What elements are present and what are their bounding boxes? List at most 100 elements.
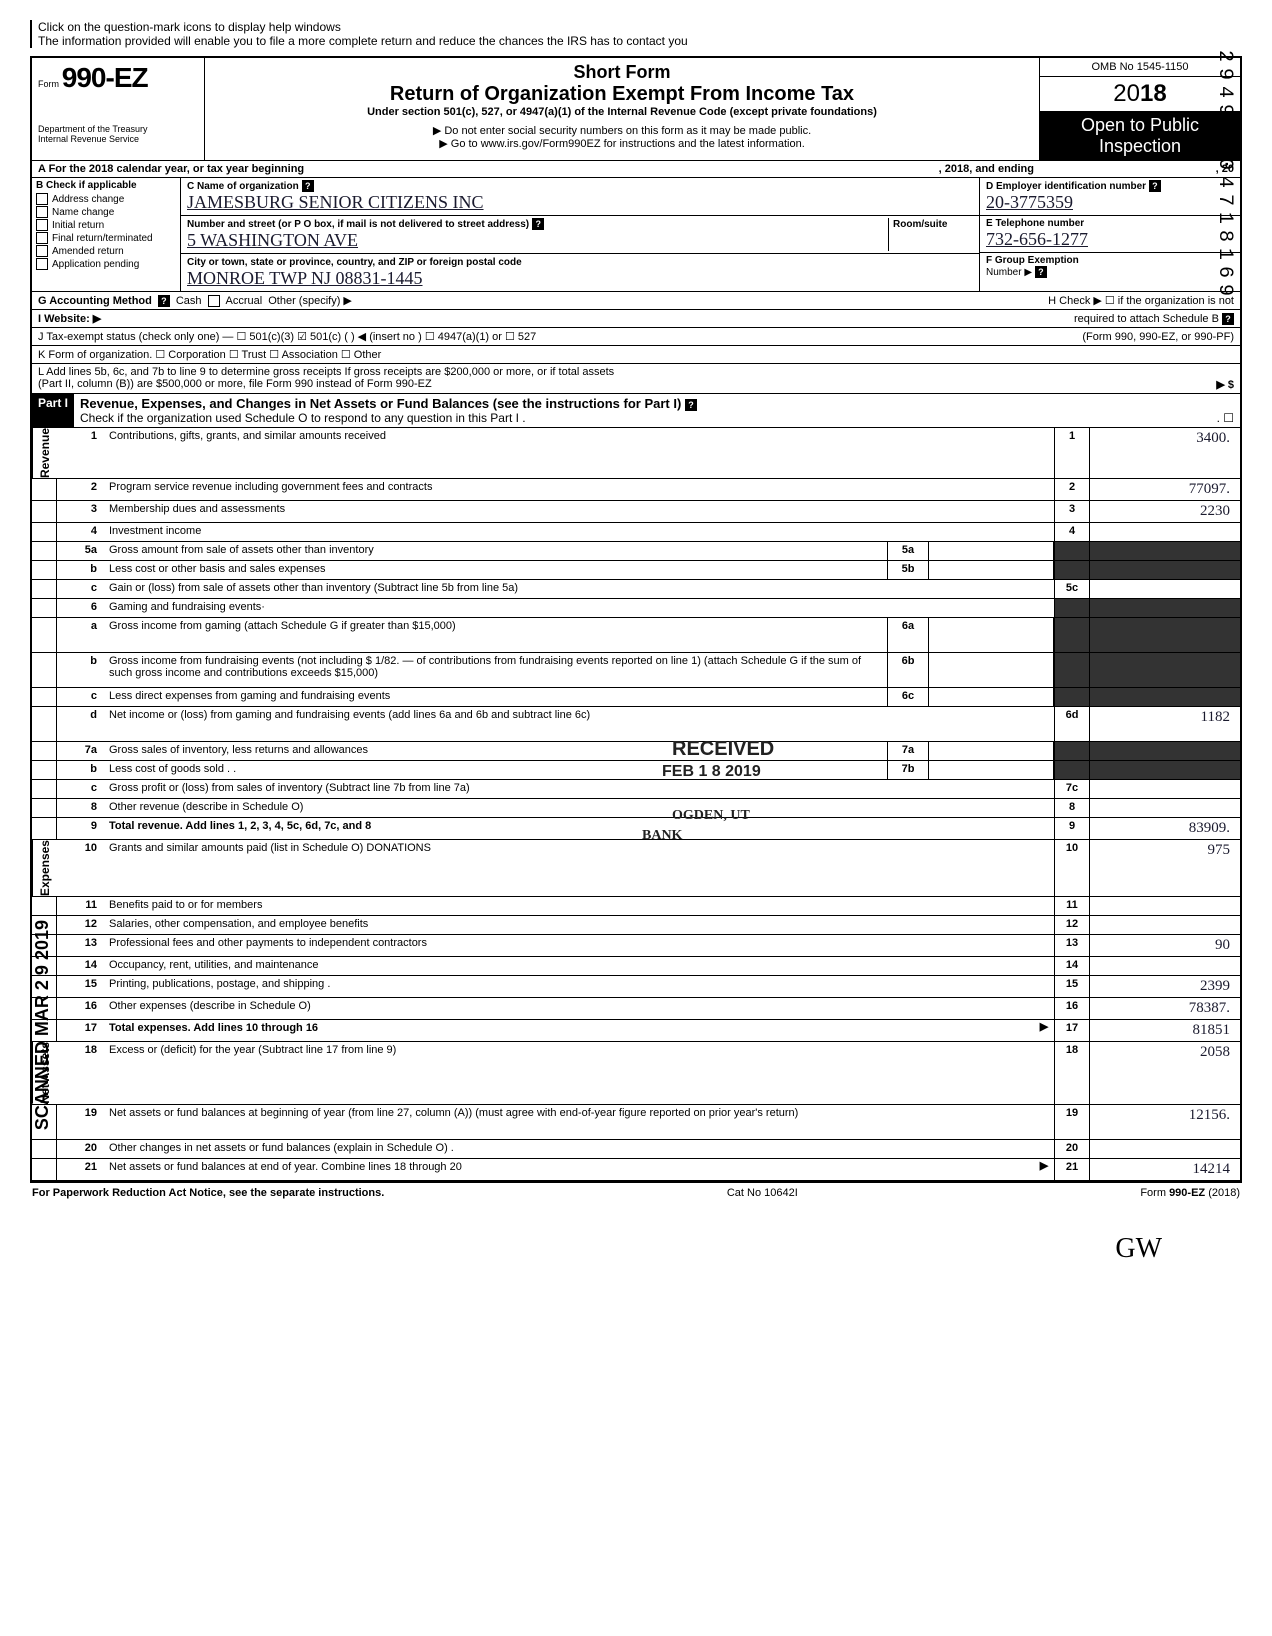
l-line2: (Part II, column (B)) are $500,000 or mo… [38,378,432,391]
line-description: Other revenue (describe in Schedule O) [103,799,1054,817]
year-bold: 18 [1140,80,1167,107]
right-value-cell [1090,780,1240,798]
line-row: 4Investment income4 [32,523,1240,542]
help-icon[interactable]: ? [158,295,170,307]
page-container: 29490204718169 SCANNED MAR 2 9 2019 Clic… [30,20,1242,1265]
f-group-label: F Group Exemption [986,255,1079,266]
line-description: Less cost of goods sold . . [103,761,887,779]
row-a-left: A For the 2018 calendar year, or tax yea… [38,163,834,175]
i-label: I Website: ▶ [38,312,101,325]
line-description: Net assets or fund balances at beginning… [103,1105,1054,1139]
b-application-pending[interactable]: Application pending [36,258,176,270]
margin-number-vertical: 29490204718169 [1213,50,1236,302]
c-addr-label: Number and street (or P O box, if mail i… [187,219,529,230]
room-suite-label: Room/suite [893,219,947,230]
right-line-number [1054,653,1090,687]
g-label: G Accounting Method [38,295,152,307]
b-initial-return[interactable]: Initial return [36,219,176,231]
help-icon[interactable]: ? [685,399,697,411]
line-row: 5aGross amount from sale of assets other… [32,542,1240,561]
g-cash: Cash [176,295,202,307]
org-city-value: MONROE TWP NJ 08831-1445 [187,268,423,288]
line-row: Net Assets18Excess or (deficit) for the … [32,1042,1240,1105]
org-addr-value: 5 WASHINGTON AVE [187,230,358,250]
part-1-check-text: Check if the organization used Schedule … [80,411,526,425]
line-description: Less direct expenses from gaming and fun… [103,688,887,706]
line-row: Expenses10Grants and similar amounts pai… [32,840,1240,897]
mid-line-number: 6a [887,618,929,652]
mid-value-cell [929,561,1054,579]
line-row: dNet income or (loss) from gaming and fu… [32,707,1240,742]
header-center: Short Form Return of Organization Exempt… [205,58,1040,160]
year-prefix: 20 [1113,80,1140,107]
line-row: Revenue 1Contributions, gifts, grants, an… [32,428,1240,479]
line-description: Gross income from gaming (attach Schedul… [103,618,887,652]
line-number: 13 [57,935,103,956]
right-line-number: 1 [1054,428,1090,478]
line-row: 9Total revenue. Add lines 1, 2, 3, 4, 5c… [32,818,1240,840]
row-a-right: , 20 [1034,163,1234,175]
line-description: Printing, publications, postage, and shi… [103,976,1054,997]
mid-value-cell [929,742,1054,760]
l-right: ▶ $ [1216,378,1234,391]
right-line-number [1054,688,1090,706]
sidebar-spacer [32,1020,57,1041]
right-value-cell [1090,761,1240,779]
line-row: 21Net assets or fund balances at end of … [32,1159,1240,1181]
b-name-change[interactable]: Name change [36,206,176,218]
b-amended-return[interactable]: Amended return [36,245,176,257]
line-description: Less cost or other basis and sales expen… [103,561,887,579]
help-icon[interactable]: ? [1222,313,1234,325]
sidebar-spacer [32,523,57,541]
help-icon[interactable]: ? [302,180,314,192]
accrual-checkbox[interactable] [208,295,220,307]
h-label: H Check ▶ ☐ if the organization is not [1048,294,1234,307]
help-icon[interactable]: ? [1035,266,1047,278]
row-i-website: I Website: ▶ required to attach Schedule… [32,310,1240,328]
form-version-bold: 990-EZ [1169,1187,1205,1199]
right-value-cell [1090,561,1240,579]
line-description: Program service revenue including govern… [103,479,1054,500]
b-final-return[interactable]: Final return/terminated [36,232,176,244]
b-item-0: Address change [52,194,124,205]
revenue-sidebar: Revenue [32,428,57,478]
b-item-5: Application pending [52,259,139,270]
help-icon[interactable]: ? [532,218,544,230]
right-line-number [1054,742,1090,760]
part-1-title: Revenue, Expenses, and Changes in Net As… [74,394,1240,427]
header-left: Form 990-EZ Department of the Treasury I… [32,58,205,160]
paperwork-notice: For Paperwork Reduction Act Notice, see … [32,1187,384,1199]
line-number: 3 [57,501,103,522]
right-line-number: 8 [1054,799,1090,817]
line-description: Contributions, gifts, grants, and simila… [103,428,1054,478]
b-header: B Check if applicable [36,180,176,191]
line-number: c [57,580,103,598]
line-row: cLess direct expenses from gaming and fu… [32,688,1240,707]
part-1-badge: Part I [32,394,74,427]
right-line-number: 4 [1054,523,1090,541]
line-description: Grants and similar amounts paid (list in… [103,840,1054,896]
h-form: (Form 990, 990-EZ, or 990-PF) [1082,331,1234,343]
line-row: bLess cost or other basis and sales expe… [32,561,1240,580]
right-value-cell: 975 [1090,840,1240,896]
right-value-cell: 77097. [1090,479,1240,500]
sidebar-spacer [32,580,57,598]
line-description: Occupancy, rent, utilities, and maintena… [103,957,1054,975]
mid-line-number: 5a [887,542,929,560]
b-address-change[interactable]: Address change [36,193,176,205]
line-number: 20 [57,1140,103,1158]
bottom-row: For Paperwork Reduction Act Notice, see … [30,1183,1242,1203]
form-version-pre: Form [1140,1187,1169,1199]
org-name-value: JAMESBURG SENIOR CITIZENS INC [187,192,484,212]
form-version-year: (2018) [1205,1187,1240,1199]
sidebar-spacer [32,1140,57,1158]
expenses-sidebar: Expenses [32,840,57,896]
help-icon[interactable]: ? [1149,180,1161,192]
line-row: 20Other changes in net assets or fund ba… [32,1140,1240,1159]
form-word: Form [38,79,59,89]
f-group-number: Number ▶ [986,267,1032,278]
line-number: 12 [57,916,103,934]
h-cont: required to attach Schedule B [1074,313,1219,325]
right-value-cell [1090,1140,1240,1158]
line-description: Excess or (deficit) for the year (Subtra… [103,1042,1054,1104]
